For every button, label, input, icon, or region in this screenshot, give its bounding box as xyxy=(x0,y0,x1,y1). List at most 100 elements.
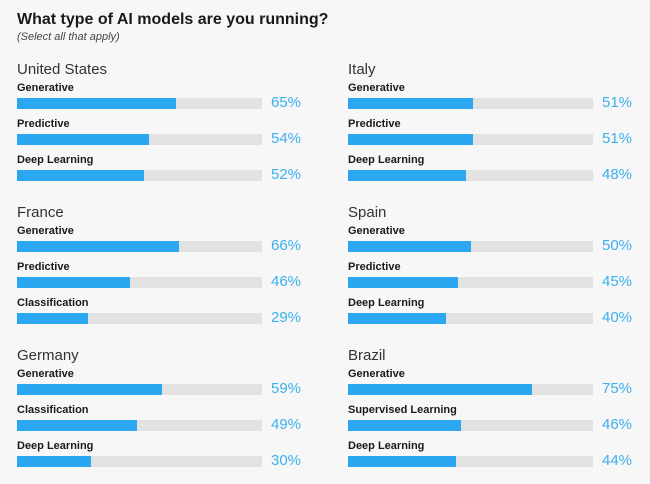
bar-track xyxy=(348,456,593,467)
bar-value-label: 50% xyxy=(602,237,633,254)
bar-value-label: 46% xyxy=(602,416,633,433)
bar-label: Generative xyxy=(348,82,405,94)
bar-value-label: 65% xyxy=(271,94,302,111)
panel-title: Spain xyxy=(348,204,387,221)
bar-track xyxy=(348,98,593,109)
bar xyxy=(348,420,461,431)
bar xyxy=(348,456,456,467)
bar xyxy=(348,384,532,395)
panel-germany: Germany Generative 59% Classification 49% Dee… xyxy=(17,346,317,476)
bar-item: Deep Learning 52% xyxy=(17,154,317,188)
bar-value-label: 40% xyxy=(602,309,633,326)
bar-value-label: 30% xyxy=(271,452,302,469)
bar-item: Generative 59% xyxy=(17,368,317,402)
bar-label: Deep Learning xyxy=(348,154,425,166)
bar-item: Deep Learning 30% xyxy=(17,440,317,474)
panel-italy: Italy Generative 51% Predictive 51% Deep Lear… xyxy=(348,60,648,190)
bar-track xyxy=(17,134,262,145)
bar-track xyxy=(17,420,262,431)
bar-track xyxy=(348,313,593,324)
bar-label: Generative xyxy=(17,225,74,237)
bar-item: Generative 50% xyxy=(348,225,648,259)
bar xyxy=(17,170,145,181)
bar xyxy=(17,420,138,431)
bar-value-label: 48% xyxy=(602,166,633,183)
bar-value-label: 29% xyxy=(271,309,302,326)
bar-value-label: 59% xyxy=(271,380,302,397)
bar-label: Predictive xyxy=(348,118,401,130)
chart-subtitle: (Select all that apply) xyxy=(17,31,120,43)
bar-track xyxy=(17,277,262,288)
bar-track xyxy=(17,98,262,109)
bar-item: Predictive 45% xyxy=(348,261,648,295)
panel-spain: Spain Generative 50% Predictive 45% Deep Lear… xyxy=(348,203,648,333)
bar-item: Deep Learning 48% xyxy=(348,154,648,188)
chart-title: What type of AI models are you running? xyxy=(17,11,329,28)
bar-value-label: 49% xyxy=(271,416,302,433)
panel-united-states: United States Generative 65% Predictive 54% D… xyxy=(17,60,317,190)
bar-track xyxy=(17,170,262,181)
bar-value-label: 44% xyxy=(602,452,633,469)
bar xyxy=(348,277,459,288)
panel-title: United States xyxy=(17,61,108,78)
bar xyxy=(17,98,177,109)
bar-label: Predictive xyxy=(348,261,401,273)
bar-value-label: 46% xyxy=(271,273,302,290)
bar-value-label: 45% xyxy=(602,273,633,290)
bar xyxy=(348,98,473,109)
bar-item: Predictive 54% xyxy=(17,118,317,152)
bar-item: Generative 75% xyxy=(348,368,648,402)
bar-item: Generative 51% xyxy=(348,82,648,116)
bar xyxy=(348,313,446,324)
bar-label: Classification xyxy=(17,404,89,416)
bar xyxy=(17,134,150,145)
bar-value-label: 51% xyxy=(602,94,633,111)
bar-item: Generative 66% xyxy=(17,225,317,259)
bar-item: Generative 65% xyxy=(17,82,317,116)
panel-title: Brazil xyxy=(348,347,386,364)
bar-item: Predictive 51% xyxy=(348,118,648,152)
bar-value-label: 66% xyxy=(271,237,302,254)
bar-label: Predictive xyxy=(17,261,70,273)
bar-label: Deep Learning xyxy=(348,297,425,309)
bar-track xyxy=(348,241,593,252)
bar-item: Predictive 46% xyxy=(17,261,317,295)
bar-label: Classification xyxy=(17,297,89,309)
bar-value-label: 51% xyxy=(602,130,633,147)
bar-track xyxy=(17,456,262,467)
bar-label: Deep Learning xyxy=(348,440,425,452)
bar-label: Generative xyxy=(17,82,74,94)
bar-item: Supervised Learning 46% xyxy=(348,404,648,438)
bar-item: Deep Learning 44% xyxy=(348,440,648,474)
bar xyxy=(348,241,471,252)
bar-track xyxy=(348,384,593,395)
panel-title: Italy xyxy=(348,61,376,78)
bar-value-label: 52% xyxy=(271,166,302,183)
bar-value-label: 75% xyxy=(602,380,633,397)
bar xyxy=(348,170,466,181)
bar xyxy=(17,313,89,324)
panel-title: Germany xyxy=(17,347,79,364)
bar xyxy=(17,384,162,395)
bar-item: Classification 49% xyxy=(17,404,317,438)
bar-label: Predictive xyxy=(17,118,70,130)
bar-track xyxy=(348,170,593,181)
panel-france: France Generative 66% Predictive 46% Classifi… xyxy=(17,203,317,333)
bar-label: Generative xyxy=(348,225,405,237)
bar-track xyxy=(17,384,262,395)
bar-item: Deep Learning 40% xyxy=(348,297,648,331)
panel-title: France xyxy=(17,204,64,221)
bar-track xyxy=(348,277,593,288)
bar-label: Deep Learning xyxy=(17,154,94,166)
bar xyxy=(348,134,473,145)
bar-track xyxy=(348,134,593,145)
bar-track xyxy=(17,241,262,252)
bar-item: Classification 29% xyxy=(17,297,317,331)
bar xyxy=(17,277,130,288)
bar-label: Deep Learning xyxy=(17,440,94,452)
bar-label: Supervised Learning xyxy=(348,404,457,416)
bar-label: Generative xyxy=(17,368,74,380)
bar-label: Generative xyxy=(348,368,405,380)
bar-track xyxy=(348,420,593,431)
panel-brazil: Brazil Generative 75% Supervised Learning 46… xyxy=(348,346,648,476)
